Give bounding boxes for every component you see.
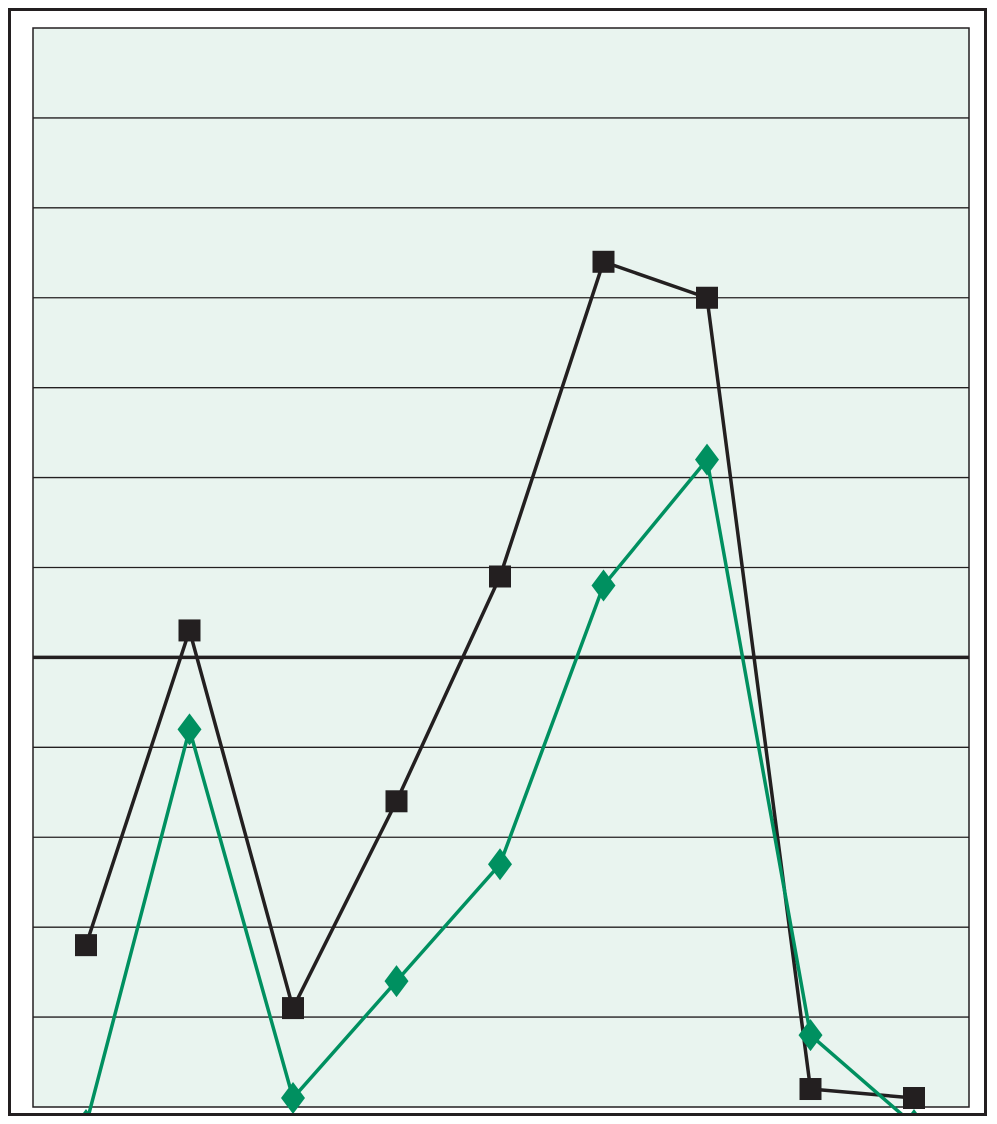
diamond-marker: [910, 1108, 918, 1113]
diamond-marker: [177, 713, 202, 746]
series-group: [75, 250, 925, 1113]
square-marker: [592, 250, 615, 273]
diamond-marker: [488, 848, 512, 881]
square-marker: [799, 1078, 822, 1101]
square-marker: [282, 997, 304, 1020]
square-marker: [903, 1087, 925, 1110]
diamond-marker: [82, 1108, 90, 1113]
series-2: [82, 443, 918, 1113]
diamond-marker: [695, 443, 719, 476]
chart-frame: [8, 8, 987, 1116]
square-marker: [178, 619, 201, 642]
diamond-marker: [384, 965, 409, 998]
line-chart: [32, 27, 970, 1113]
diamond-marker: [281, 1082, 305, 1113]
square-marker: [696, 286, 718, 309]
series-1: [75, 250, 925, 1110]
square-marker: [385, 790, 408, 813]
square-marker: [75, 934, 97, 957]
square-marker: [489, 565, 511, 588]
diamond-marker: [591, 569, 616, 602]
diamond-marker: [798, 1019, 823, 1052]
